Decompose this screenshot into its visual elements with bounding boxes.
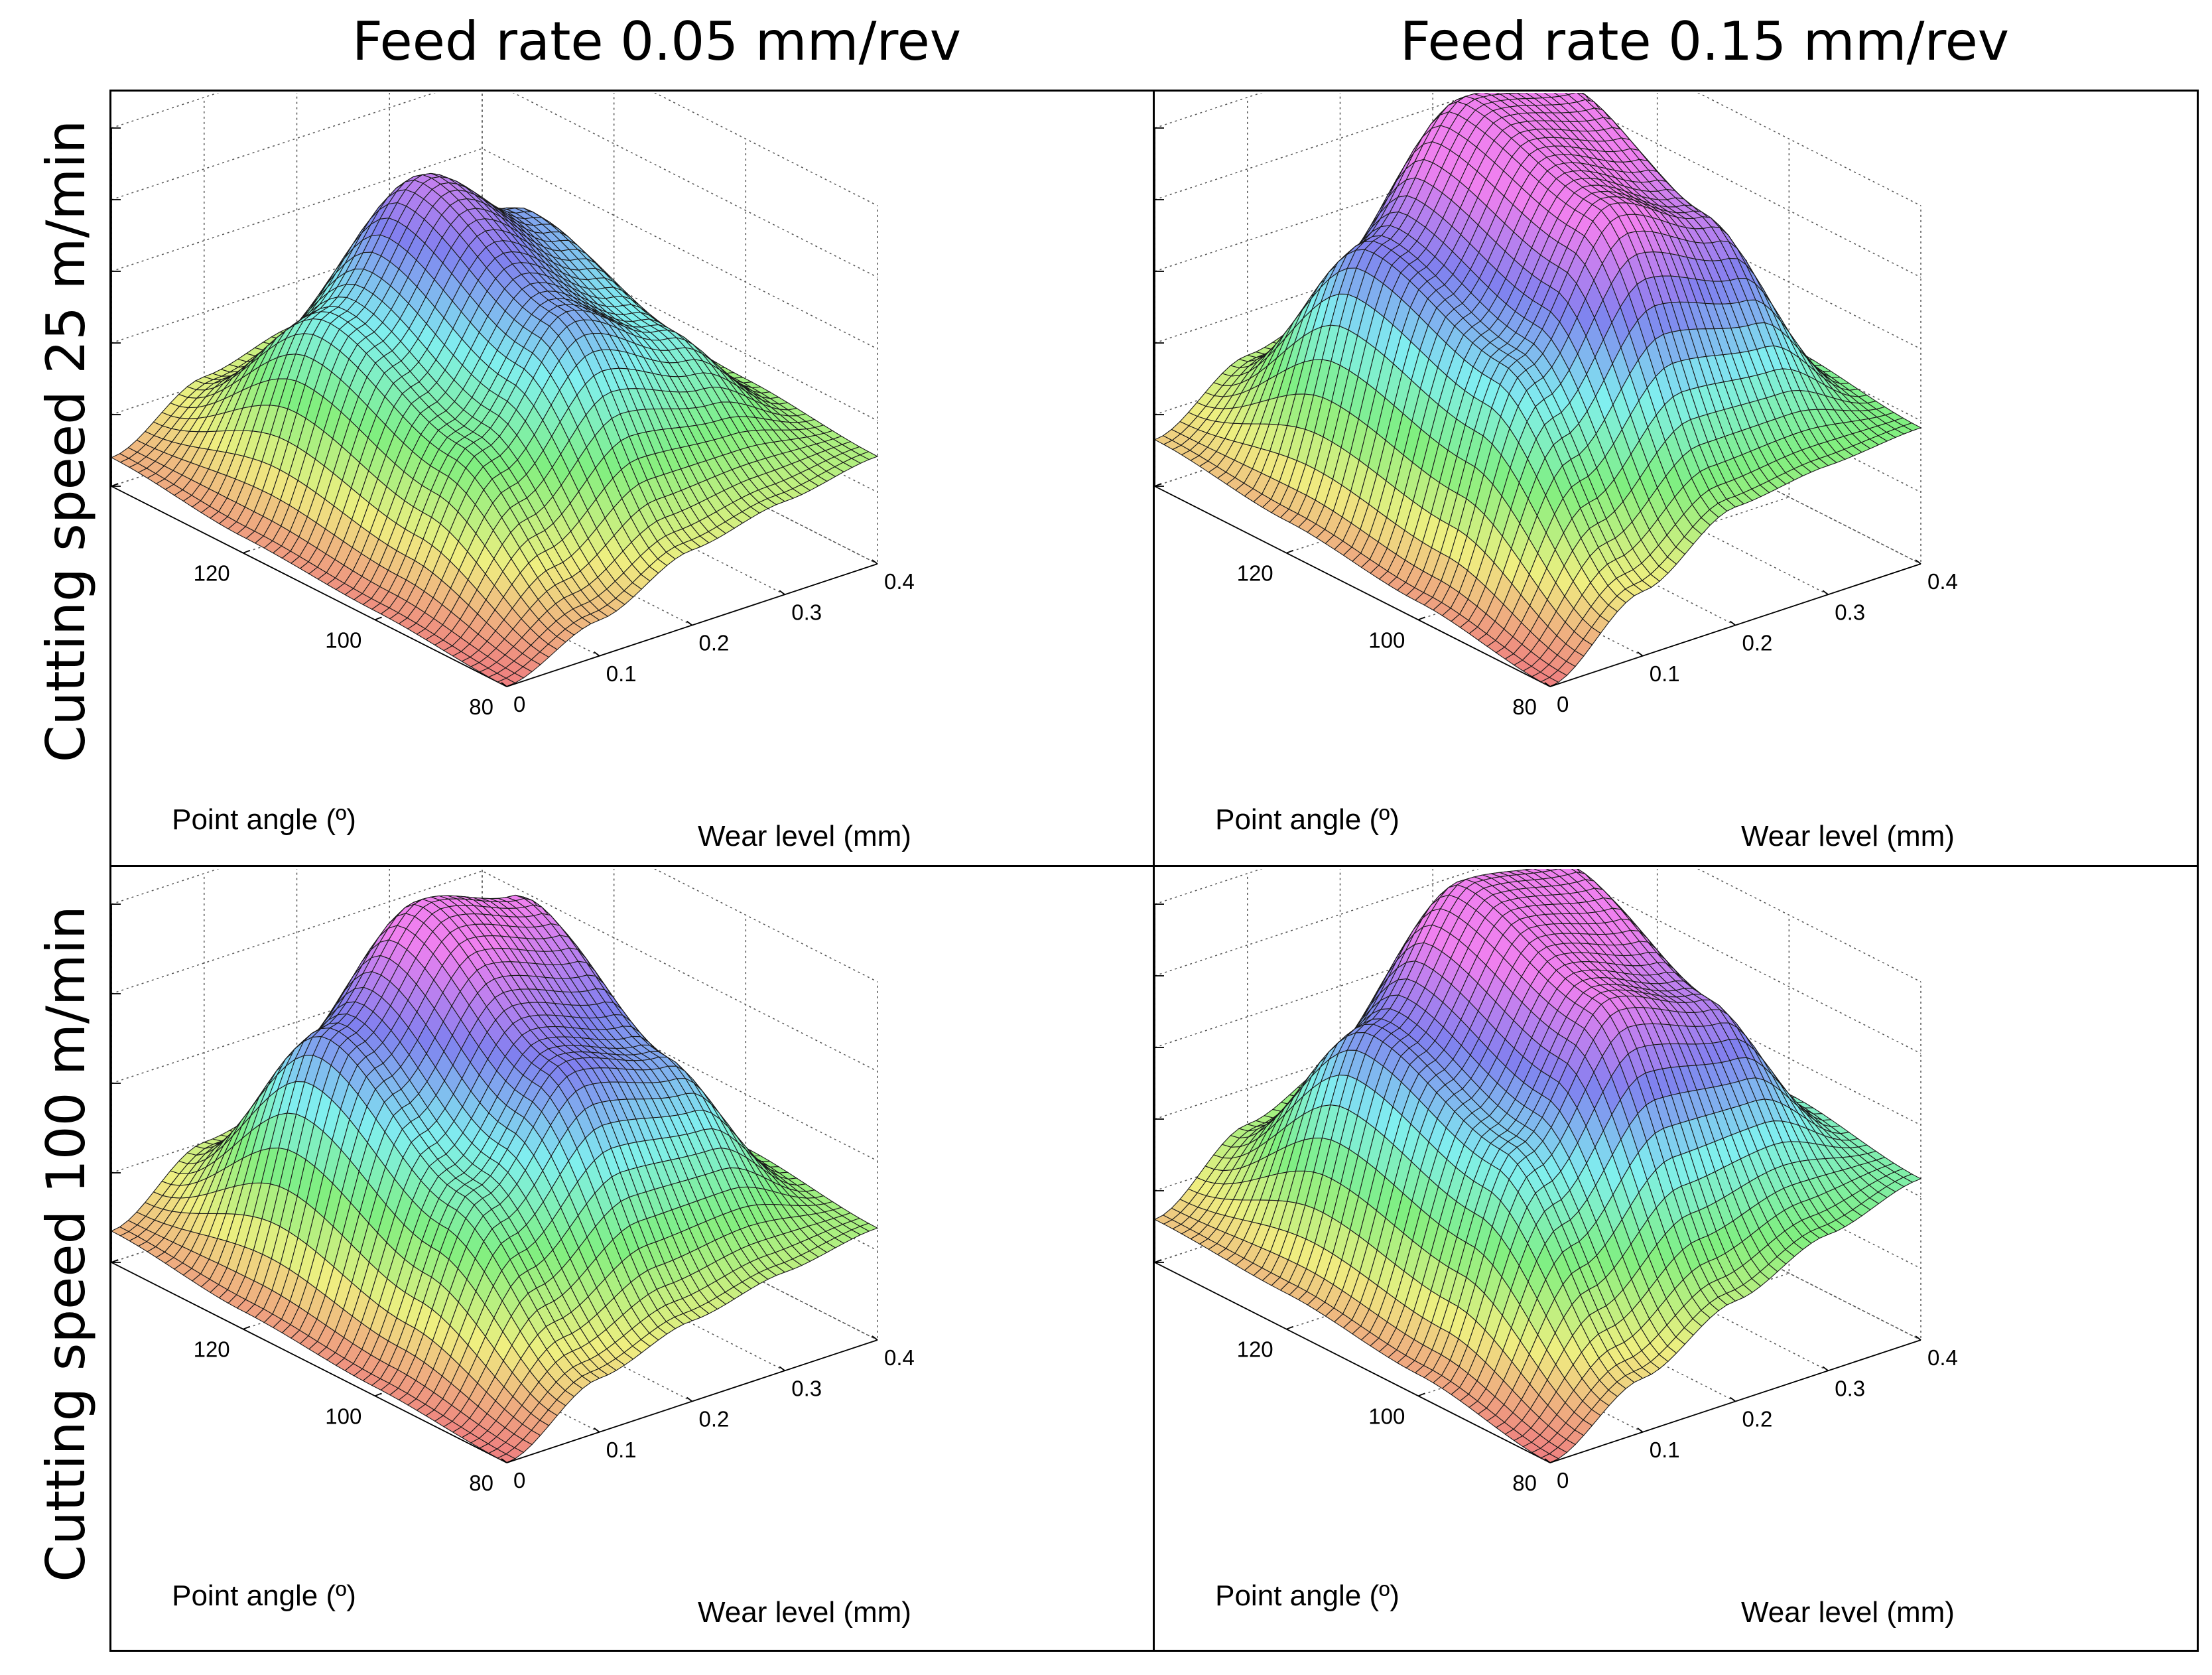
back-grid-z-line xyxy=(111,93,878,278)
x-tick-label: 0.3 xyxy=(1835,600,1865,624)
y-tick xyxy=(1286,549,1294,554)
y-tick xyxy=(1549,683,1557,687)
surface-plot-v100-f005: 020040060080000.10.20.30.480100120140Thr… xyxy=(111,869,915,1629)
x-tick xyxy=(1915,559,1921,565)
row-title-speed-25: Cutting speed 25 m/min xyxy=(35,119,97,763)
back-grid-z-line xyxy=(1155,363,1921,565)
x-tick xyxy=(1729,620,1736,626)
y-tick-label: 80 xyxy=(1512,695,1537,719)
y-axis-label: Point angle (º) xyxy=(1215,803,1399,836)
x-tick-label: 0.3 xyxy=(791,600,822,624)
x-tick xyxy=(686,620,693,626)
x-tick xyxy=(872,559,878,565)
surface-plot-v25-f015: 0200400600800100000.10.20.30.48010012014… xyxy=(1155,93,1958,852)
y-tick-label: 80 xyxy=(469,695,493,719)
tick-labels: 0200400600800100000.10.20.30.48010012014… xyxy=(1155,127,1958,719)
x-tick xyxy=(1637,651,1644,657)
row-title-speed-100: Cutting speed 100 m/min xyxy=(35,905,97,1582)
y-tick xyxy=(1417,616,1425,621)
surface-patch xyxy=(859,451,879,460)
x-tick xyxy=(501,682,507,687)
x-tick-label: 0.4 xyxy=(1927,569,1958,594)
x-tick-label: 0.1 xyxy=(1650,661,1680,686)
y-tick-label: 100 xyxy=(325,628,361,652)
y-tick-label: 100 xyxy=(1368,628,1405,652)
x-tick-label: 0.2 xyxy=(699,631,730,655)
y-axis-line xyxy=(111,1262,507,1463)
panel-divider-horizontal xyxy=(109,865,2199,867)
column-title-feed-0.15: Feed rate 0.15 mm/rev xyxy=(1399,11,2010,72)
thrust-force-surface xyxy=(111,172,879,687)
panel-divider-vertical xyxy=(1153,90,1155,1652)
y-tick xyxy=(374,616,382,621)
y-axis-label: Point angle (º) xyxy=(172,803,356,836)
y-tick-label: 120 xyxy=(194,561,230,586)
x-tick xyxy=(594,651,600,657)
y-tick-label: 120 xyxy=(1237,561,1273,586)
x-axis-label: Wear level (mm) xyxy=(1741,820,1955,852)
back-grid-z-line xyxy=(1155,93,1921,206)
y-tick xyxy=(111,483,119,487)
x-tick-label: 0.2 xyxy=(1742,631,1773,655)
x-tick-label: 0 xyxy=(513,692,525,716)
x-tick-label: 0 xyxy=(1557,692,1569,716)
x-tick xyxy=(1822,590,1829,595)
x-tick xyxy=(1544,682,1551,687)
thrust-force-surface xyxy=(1155,93,1922,687)
y-tick xyxy=(243,549,251,554)
surface-plot-v25-f005: 0200400600800100000.10.20.30.48010012014… xyxy=(111,93,915,852)
x-tick-label: 0.1 xyxy=(606,661,637,686)
back-grid-z-line xyxy=(1155,93,1921,278)
y-axis-line xyxy=(1155,486,1551,687)
y-tick xyxy=(506,683,514,687)
x-axis-label: Wear level (mm) xyxy=(698,820,911,852)
back-grid-z-line xyxy=(111,93,878,206)
y-tick xyxy=(1155,483,1162,487)
x-tick-label: 0.4 xyxy=(884,569,915,594)
y-axis-line xyxy=(111,486,507,687)
thrust-force-surface xyxy=(111,894,879,1463)
x-tick xyxy=(779,590,785,595)
surface-patch xyxy=(1902,423,1922,431)
column-title-feed-0.05: Feed rate 0.05 mm/rev xyxy=(352,11,962,72)
back-grid-z-line xyxy=(111,220,878,421)
tick-labels: 0200400600800100000.10.20.30.48010012014… xyxy=(111,127,915,719)
